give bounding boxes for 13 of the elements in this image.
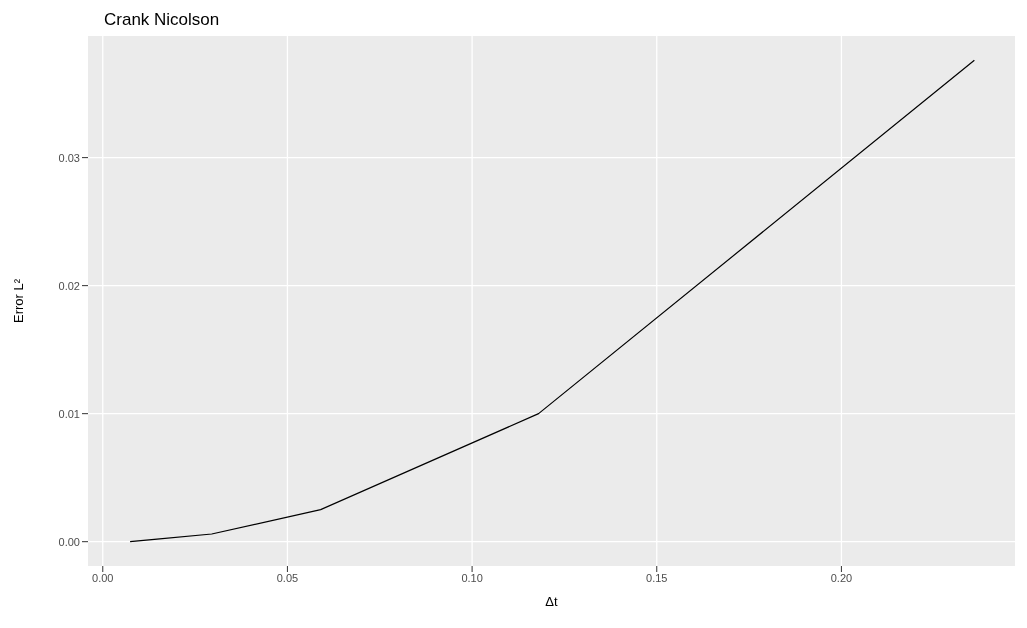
y-axis-title: Error L² — [10, 278, 26, 324]
y-tick-label: 0.03 — [58, 151, 80, 164]
line-series — [129, 59, 975, 543]
x-tick-label: 0.05 — [276, 571, 299, 584]
x-tick-label: 0.00 — [92, 571, 114, 584]
x-tick-label: 0.15 — [646, 571, 668, 584]
x-axis-title: Δt — [545, 594, 559, 609]
x-tick-label: 0.20 — [830, 571, 853, 584]
y-tick-label: 0.02 — [58, 279, 80, 292]
x-tick-label: 0.10 — [461, 571, 483, 584]
y-tick-label: 0.00 — [58, 535, 80, 548]
y-tick-label: 0.01 — [58, 407, 80, 420]
chart-title: Crank Nicolson — [104, 10, 220, 30]
